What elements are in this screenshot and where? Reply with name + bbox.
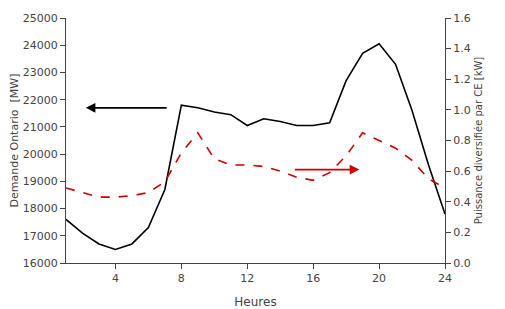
svg-text:20: 20 xyxy=(372,272,386,285)
svg-text:21000: 21000 xyxy=(23,121,58,134)
svg-text:1.6: 1.6 xyxy=(453,12,471,25)
svg-text:16: 16 xyxy=(306,272,320,285)
svg-text:0.2: 0.2 xyxy=(453,226,471,239)
svg-text:1.4: 1.4 xyxy=(453,42,471,55)
svg-text:Demande Ontario [MW]: Demande Ontario [MW] xyxy=(8,74,21,208)
svg-text:25000: 25000 xyxy=(23,12,58,25)
svg-text:Puissance diversifiée par CE [: Puissance diversifiée par CE [kW] xyxy=(473,57,484,225)
svg-text:0.8: 0.8 xyxy=(453,134,471,147)
svg-text:22000: 22000 xyxy=(23,94,58,107)
svg-text:16000: 16000 xyxy=(23,257,58,270)
svg-text:19000: 19000 xyxy=(23,175,58,188)
svg-text:1.0: 1.0 xyxy=(453,104,471,117)
svg-text:20000: 20000 xyxy=(23,148,58,161)
svg-text:1.2: 1.2 xyxy=(453,73,471,86)
svg-text:24000: 24000 xyxy=(23,39,58,52)
svg-text:17000: 17000 xyxy=(23,230,58,243)
svg-text:0.4: 0.4 xyxy=(453,196,471,209)
svg-text:18000: 18000 xyxy=(23,202,58,215)
svg-text:0.0: 0.0 xyxy=(453,257,471,270)
svg-text:12: 12 xyxy=(240,272,254,285)
svg-text:4: 4 xyxy=(112,272,119,285)
svg-text:Heures: Heures xyxy=(234,295,276,309)
svg-text:8: 8 xyxy=(178,272,185,285)
svg-text:24: 24 xyxy=(438,272,452,285)
svg-text:0.6: 0.6 xyxy=(453,165,471,178)
svg-text:23000: 23000 xyxy=(23,66,58,79)
